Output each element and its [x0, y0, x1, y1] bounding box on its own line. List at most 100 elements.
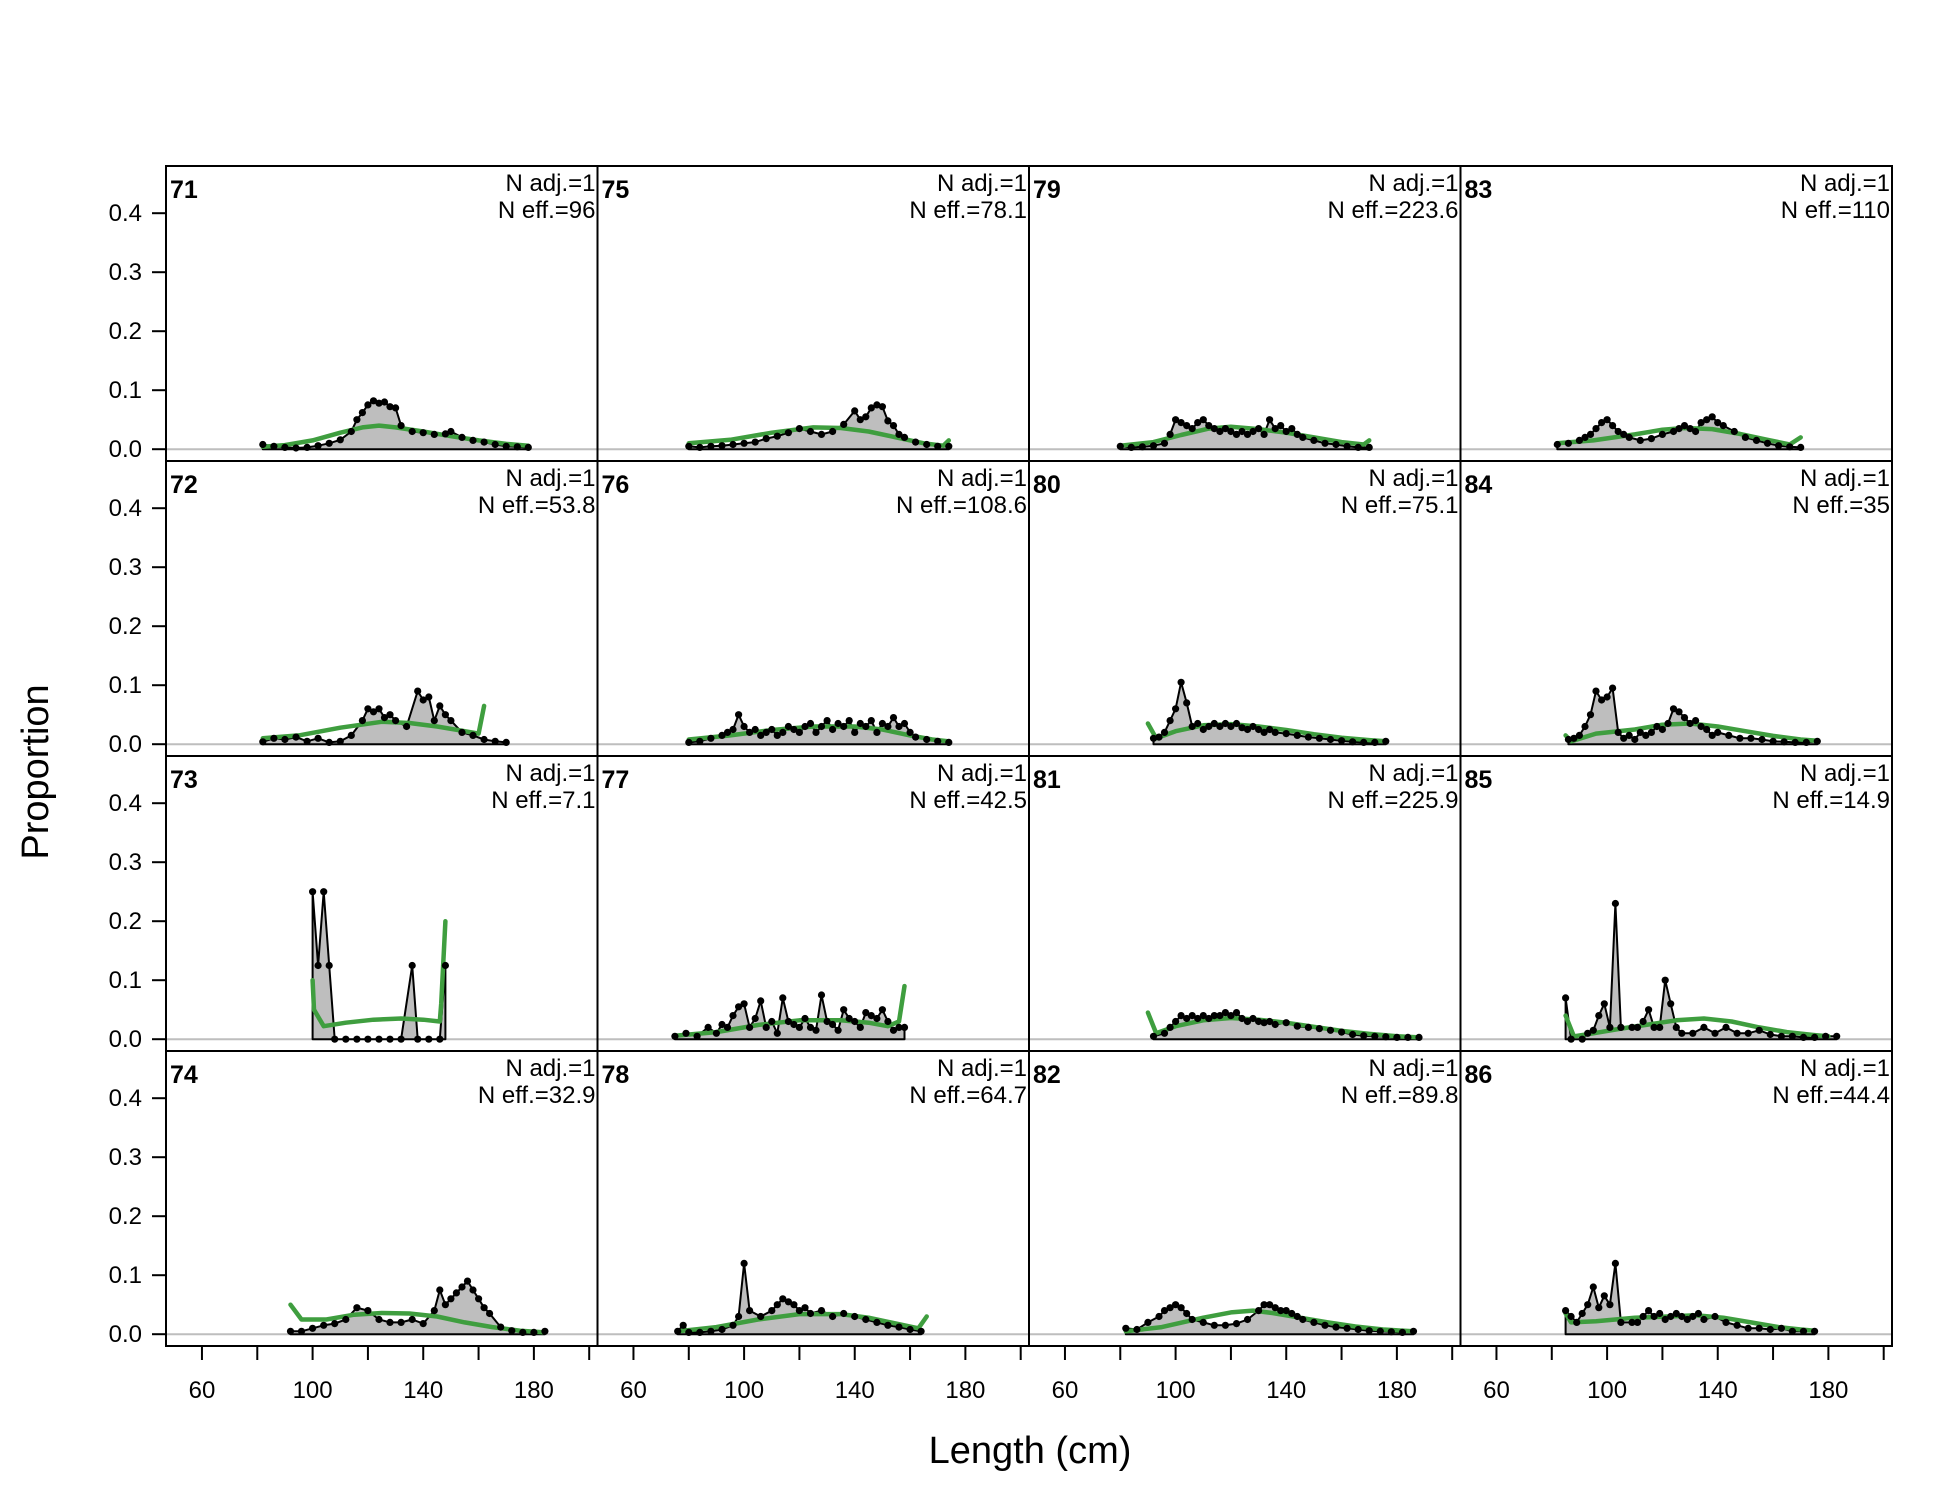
observed-point: [674, 1327, 682, 1335]
observed-point: [817, 722, 826, 731]
observed-point: [1393, 1033, 1401, 1041]
observed-point: [336, 737, 344, 745]
observed-point: [1343, 1324, 1351, 1332]
panel-73: 73 N adj.=1N eff.=7.1: [165, 755, 599, 1052]
observed-point: [817, 991, 826, 999]
observed-point: [1332, 440, 1340, 449]
observed-point: [1166, 1023, 1174, 1031]
panel-74: 74 N adj.=1N eff.=32.9: [165, 1050, 599, 1347]
observed-point: [1232, 430, 1241, 438]
observed-point: [1188, 722, 1196, 731]
observed-point: [1725, 731, 1733, 740]
observed-point: [900, 433, 909, 441]
observed-point: [1678, 1312, 1686, 1321]
axes-group: 0.0 0.1 0.2 0.3 0.4 0.0 0.1 0.2 0.3 0.4 0.0 0.1 0.2 0…: [109, 200, 1885, 1404]
observed-point: [1678, 1029, 1686, 1037]
observed-point: [1205, 722, 1213, 731]
observed-point: [1282, 1019, 1290, 1027]
observed-point: [1415, 1033, 1423, 1041]
observed-point: [364, 705, 372, 713]
observed-point: [1603, 416, 1611, 424]
observed-point: [1741, 433, 1749, 441]
observed-point: [397, 422, 405, 430]
observed-point: [1589, 1283, 1597, 1291]
observed-point: [1617, 1023, 1625, 1031]
observed-point: [436, 702, 444, 710]
observed-point: [1315, 734, 1323, 742]
observed-point: [1199, 1318, 1207, 1326]
observed-point: [1183, 1014, 1191, 1023]
observed-point: [1592, 687, 1600, 695]
observed-point: [1680, 714, 1689, 722]
observed-point: [867, 717, 875, 725]
panel-79: 79 N adj.=1N eff.=223.6: [1028, 165, 1462, 462]
observed-point: [1564, 735, 1572, 744]
observed-point: [878, 719, 887, 728]
expected-line: [686, 425, 952, 448]
observed-point: [369, 397, 378, 405]
observed-point: [1122, 1324, 1130, 1332]
observed-point: [1310, 436, 1318, 444]
observed-point: [779, 1295, 787, 1303]
panel-label: 76: [602, 471, 630, 499]
observed-point: [1780, 738, 1788, 746]
observed-point: [773, 1029, 781, 1037]
observed-point: [1216, 1012, 1224, 1020]
observed-point: [452, 1289, 460, 1297]
panel-label: 74: [170, 1061, 198, 1089]
observed-point: [286, 1327, 295, 1335]
observed-point: [1633, 1318, 1642, 1326]
observed-point: [817, 1307, 826, 1315]
n-adj-label: N adj.=1: [505, 170, 595, 197]
observed-point: [693, 1032, 701, 1040]
observed-point: [1183, 1309, 1191, 1318]
observed-point: [1686, 719, 1694, 728]
observed-point: [773, 432, 781, 440]
observed-point: [1600, 1292, 1608, 1300]
observed-point: [1667, 1312, 1675, 1321]
observed-point: [1575, 436, 1583, 444]
observed-point: [1288, 425, 1296, 433]
observed-point: [895, 430, 903, 438]
panel-86: 86 N adj.=1N eff.=44.4: [1459, 1050, 1893, 1347]
observed-point: [1811, 1327, 1819, 1335]
observed-point: [934, 737, 942, 745]
y-tick-label: 0.3: [109, 1144, 142, 1171]
observed-point: [1277, 422, 1285, 430]
observed-point: [679, 1321, 687, 1329]
observed-point: [309, 1324, 317, 1332]
observed-point: [1769, 737, 1777, 745]
observed-point: [1149, 734, 1158, 742]
observed-point: [1595, 1012, 1603, 1020]
observed-point: [469, 436, 477, 444]
observed-point: [375, 1315, 383, 1324]
observed-point: [1360, 1032, 1368, 1040]
observed-point: [436, 1286, 444, 1294]
observed-point: [1620, 734, 1628, 742]
observed-point: [1802, 738, 1810, 747]
observed-point: [889, 422, 898, 430]
observed-point: [1694, 1309, 1702, 1318]
observed-point: [768, 725, 776, 734]
observed-point: [1166, 717, 1174, 725]
observed-point: [259, 738, 267, 746]
y-axis-title: Proportion: [15, 684, 57, 859]
observed-point: [1777, 1324, 1785, 1332]
observed-point: [1271, 425, 1279, 433]
panel-85: 85 N adj.=1N eff.=14.9: [1459, 755, 1893, 1052]
observed-point: [386, 403, 394, 411]
observed-point: [1299, 1315, 1307, 1324]
observed-point: [1304, 1023, 1312, 1031]
observed-point: [458, 1283, 466, 1291]
observed-point: [685, 738, 693, 747]
observed-point: [707, 1327, 715, 1335]
observed-point: [463, 1277, 472, 1285]
observed-point: [1326, 735, 1335, 744]
observed-point: [441, 1301, 449, 1309]
observed-point: [491, 737, 499, 745]
observed-point: [430, 717, 438, 725]
observed-point: [1144, 1318, 1152, 1326]
observed-point: [1692, 427, 1700, 436]
observed-point: [480, 438, 488, 446]
observed-point: [1589, 1026, 1597, 1034]
